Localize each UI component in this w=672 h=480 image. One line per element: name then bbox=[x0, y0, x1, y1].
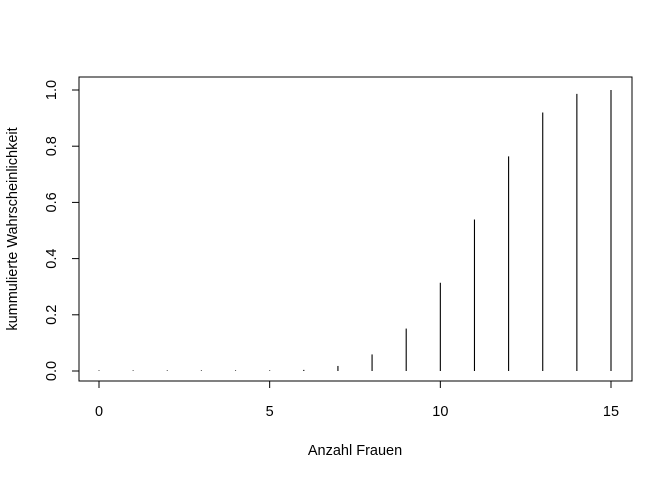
x-tick-label-0: 0 bbox=[95, 404, 103, 420]
y-tick-label-1: 0.2 bbox=[44, 305, 60, 325]
x-axis: 0 5 10 15 bbox=[95, 381, 619, 420]
x-tick-label-5: 5 bbox=[266, 404, 274, 420]
y-tick-label-2: 0.4 bbox=[44, 249, 60, 269]
x-tick-label-10: 10 bbox=[432, 404, 448, 420]
y-tick-label-5: 1.0 bbox=[44, 80, 60, 100]
x-axis-label: Anzahl Frauen bbox=[308, 443, 402, 459]
x-tick-label-15: 15 bbox=[603, 404, 619, 420]
data-spikes bbox=[98, 90, 612, 371]
y-axis: 0.0 0.2 0.4 0.6 0.8 1.0 bbox=[44, 80, 79, 381]
plot-frame bbox=[78, 76, 633, 382]
y-axis-label: kummulierte Wahrscheinlichkeit bbox=[5, 127, 21, 330]
y-tick-label-0: 0.0 bbox=[44, 361, 60, 381]
y-tick-label-4: 0.8 bbox=[44, 136, 60, 156]
y-tick-label-3: 0.6 bbox=[44, 192, 60, 212]
